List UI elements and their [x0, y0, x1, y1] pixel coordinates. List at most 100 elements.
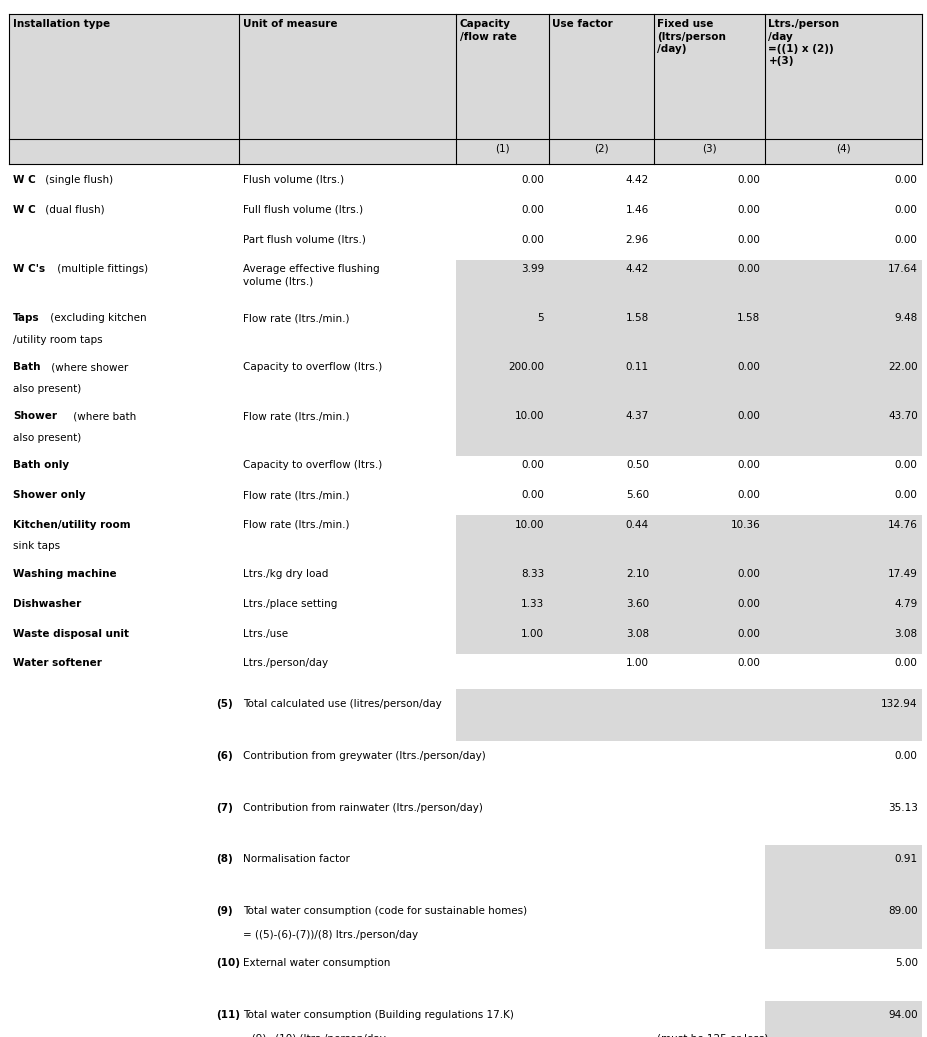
Text: Contribution from rainwater (ltrs./person/day): Contribution from rainwater (ltrs./perso… [243, 803, 483, 813]
Bar [456, 690, 922, 741]
Text: 2.96: 2.96 [626, 234, 649, 245]
Text: Waste disposal unit: Waste disposal unit [13, 628, 129, 639]
Text: (2): (2) [594, 143, 608, 153]
Text: (dual flush): (dual flush) [43, 204, 105, 215]
Text: 94.00: 94.00 [888, 1010, 918, 1020]
Text: =(9)=(10) (ltrs./person/day: =(9)=(10) (ltrs./person/day [243, 1034, 386, 1037]
Text: Ltrs./person/day: Ltrs./person/day [243, 658, 328, 669]
Text: 4.79: 4.79 [895, 598, 918, 609]
Text: 3.60: 3.60 [626, 598, 649, 609]
Text: 0.44: 0.44 [626, 520, 649, 530]
Text: 89.00: 89.00 [888, 906, 918, 917]
Bar [456, 564, 922, 594]
Text: 0.00: 0.00 [737, 569, 760, 579]
Text: 0.00: 0.00 [737, 598, 760, 609]
Text: /utility room taps: /utility room taps [13, 335, 103, 344]
Text: Shower: Shower [13, 412, 57, 421]
Text: Shower only: Shower only [13, 491, 85, 500]
Text: (9): (9) [216, 906, 233, 917]
Bar [9, 139, 922, 164]
Text: 4.37: 4.37 [626, 412, 649, 421]
Text: 5: 5 [538, 313, 544, 324]
Bar [456, 358, 922, 407]
Text: (4): (4) [836, 143, 851, 153]
Text: Total water consumption (code for sustainable homes): Total water consumption (code for sustai… [243, 906, 527, 917]
Text: 5.60: 5.60 [626, 491, 649, 500]
Text: Washing machine: Washing machine [13, 569, 117, 579]
Text: Unit of measure: Unit of measure [243, 20, 337, 29]
Text: 0.00: 0.00 [895, 175, 918, 185]
Text: 10.00: 10.00 [514, 412, 544, 421]
Text: Contribution from greywater (ltrs./person/day): Contribution from greywater (ltrs./perso… [243, 751, 486, 761]
Text: (must be 125 or less): (must be 125 or less) [657, 1034, 768, 1037]
Text: Kitchen/utility room: Kitchen/utility room [13, 520, 131, 530]
Text: 0.00: 0.00 [737, 460, 760, 471]
Text: 0.00: 0.00 [895, 234, 918, 245]
Text: Capacity to overflow (ltrs.): Capacity to overflow (ltrs.) [243, 460, 382, 471]
Text: 5.00: 5.00 [895, 958, 918, 969]
Text: 0.00: 0.00 [521, 234, 544, 245]
Text: 0.00: 0.00 [737, 491, 760, 500]
Text: 0.00: 0.00 [521, 460, 544, 471]
Text: W C's: W C's [13, 264, 45, 275]
Text: (excluding kitchen: (excluding kitchen [47, 313, 147, 324]
Text: External water consumption: External water consumption [243, 958, 390, 969]
Text: Normalisation factor: Normalisation factor [243, 854, 349, 865]
Text: 14.76: 14.76 [888, 520, 918, 530]
Text: 1.58: 1.58 [737, 313, 760, 324]
Text: Capacity
/flow rate: Capacity /flow rate [460, 20, 516, 41]
Text: 4.42: 4.42 [626, 175, 649, 185]
Text: Bath: Bath [13, 362, 41, 372]
Text: Bath only: Bath only [13, 460, 70, 471]
Text: Flow rate (ltrs./min.): Flow rate (ltrs./min.) [243, 412, 349, 421]
Text: 0.00: 0.00 [521, 491, 544, 500]
Text: (10): (10) [216, 958, 240, 969]
Text: Ltrs./use: Ltrs./use [243, 628, 288, 639]
Text: 0.00: 0.00 [521, 204, 544, 215]
Text: 0.00: 0.00 [737, 628, 760, 639]
Text: Average effective flushing
volume (ltrs.): Average effective flushing volume (ltrs.… [243, 264, 379, 286]
Text: 9.48: 9.48 [895, 313, 918, 324]
Bar [765, 1001, 922, 1037]
Bar [765, 897, 922, 949]
Text: 0.00: 0.00 [737, 658, 760, 669]
Bar [765, 845, 922, 897]
Bar [456, 515, 922, 564]
Text: also present): also present) [13, 432, 82, 443]
Text: Ltrs./kg dry load: Ltrs./kg dry load [243, 569, 328, 579]
Text: Capacity to overflow (ltrs.): Capacity to overflow (ltrs.) [243, 362, 382, 372]
Text: = ((5)-(6)-(7))/(8) ltrs./person/day: = ((5)-(6)-(7))/(8) ltrs./person/day [243, 930, 418, 941]
Text: 1.00: 1.00 [521, 628, 544, 639]
Bar [456, 259, 922, 309]
Text: 1.00: 1.00 [626, 658, 649, 669]
Text: 8.33: 8.33 [521, 569, 544, 579]
Text: 1.33: 1.33 [521, 598, 544, 609]
Text: 0.00: 0.00 [737, 175, 760, 185]
Text: 0.00: 0.00 [737, 234, 760, 245]
Text: Total water consumption (Building regulations 17.K): Total water consumption (Building regula… [243, 1010, 514, 1020]
Text: (6): (6) [216, 751, 233, 761]
Text: 0.00: 0.00 [895, 751, 918, 761]
Text: 3.08: 3.08 [895, 628, 918, 639]
Text: (where shower: (where shower [48, 362, 129, 372]
Text: (single flush): (single flush) [43, 175, 113, 185]
Text: Flow rate (ltrs./min.): Flow rate (ltrs./min.) [243, 313, 349, 324]
Text: 0.00: 0.00 [737, 412, 760, 421]
Text: Flow rate (ltrs./min.): Flow rate (ltrs./min.) [243, 491, 349, 500]
Text: also present): also present) [13, 384, 82, 394]
Bar [456, 624, 922, 653]
Text: 22.00: 22.00 [888, 362, 918, 372]
Text: 3.08: 3.08 [626, 628, 649, 639]
Text: 0.11: 0.11 [626, 362, 649, 372]
Text: Taps: Taps [13, 313, 40, 324]
Text: 0.00: 0.00 [895, 204, 918, 215]
Text: 43.70: 43.70 [888, 412, 918, 421]
Text: 0.00: 0.00 [895, 658, 918, 669]
Text: 0.00: 0.00 [737, 264, 760, 275]
Text: Ltrs./person
/day
=((1) x (2))
+(3): Ltrs./person /day =((1) x (2)) +(3) [768, 20, 840, 66]
Text: W C: W C [13, 204, 36, 215]
Text: 2.10: 2.10 [626, 569, 649, 579]
Bar [9, 15, 922, 139]
Text: Flush volume (ltrs.): Flush volume (ltrs.) [243, 175, 344, 185]
Text: (multiple fittings): (multiple fittings) [55, 264, 148, 275]
